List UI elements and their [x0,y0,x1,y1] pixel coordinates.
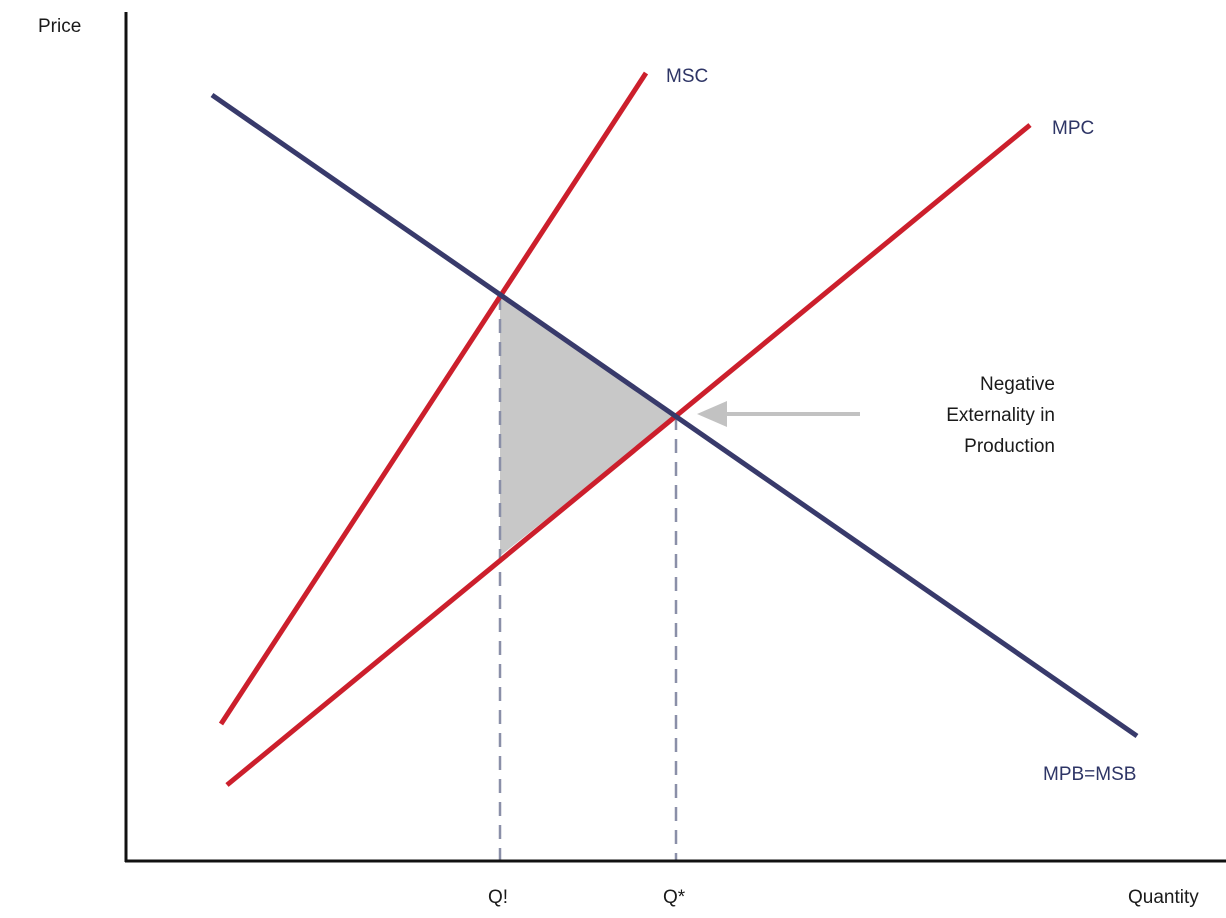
annotation-arrow-head [697,401,727,427]
mpc-label: MPC [1052,118,1094,139]
mpc-curve [227,125,1030,785]
msc-label: MSC [666,66,708,87]
annotation-line-2: Externality in [946,405,1055,426]
demand-label: MPB=MSB [1043,764,1136,785]
q-social-label: Q! [488,887,508,908]
y-axis-label: Price [38,16,81,37]
q-private-label: Q* [663,887,686,908]
annotation-line-3: Production [964,436,1055,457]
annotation-line-1: Negative [980,374,1055,395]
x-axis-label: Quantity [1128,887,1199,908]
deadweight-loss-area [500,296,676,556]
